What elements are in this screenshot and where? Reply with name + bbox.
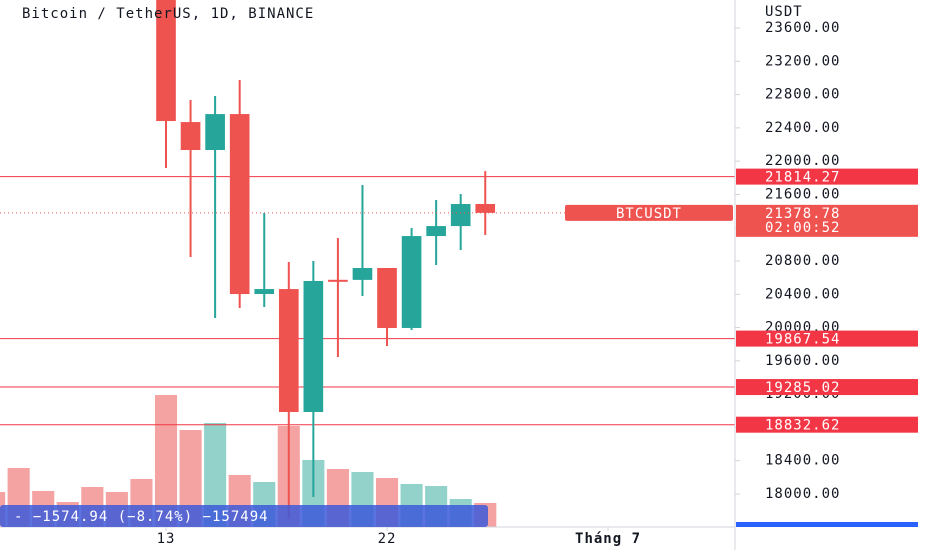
y-tick-label: 22000.00	[765, 153, 840, 169]
chart-title: Bitcoin / TetherUS, 1D, BINANCE	[22, 6, 314, 22]
volume-bar	[179, 430, 202, 527]
level-label: 21814.27	[765, 170, 840, 186]
status-bg	[0, 505, 488, 527]
level-label-bg	[736, 379, 918, 396]
plot-area	[0, 0, 735, 527]
y-tick-label: 19600.00	[765, 353, 840, 369]
countdown: 02:00:52	[765, 220, 840, 236]
x-tick-label: Tháng 7	[575, 531, 641, 547]
candle-body	[180, 122, 201, 151]
y-tick-label: 21600.00	[765, 186, 840, 202]
last-price-label: 21378.78	[765, 206, 840, 222]
y-tick-label: 23200.00	[765, 53, 840, 69]
candle-body	[303, 280, 324, 413]
level-label: 18832.62	[765, 418, 840, 434]
volume-bar	[154, 395, 178, 527]
volume-bar	[204, 423, 227, 527]
level-label-bg	[736, 330, 918, 347]
candle-body	[278, 289, 299, 413]
last-price-bg	[736, 204, 918, 237]
x-tick-label: 13	[157, 531, 176, 547]
candle-body	[254, 289, 275, 295]
y-tick-label: 18400.00	[765, 453, 840, 469]
candle-body	[426, 226, 446, 237]
candle-body	[352, 267, 373, 280]
candle-body	[229, 114, 250, 295]
x-tick-label: 22	[378, 531, 397, 547]
price-axis-bg	[735, 0, 932, 550]
y-tick-label: 20800.00	[765, 253, 840, 269]
y-tick-label: 22800.00	[765, 87, 840, 103]
candle-body	[401, 236, 422, 328]
symbol-label-bg	[565, 204, 733, 221]
candle-body	[377, 267, 397, 328]
candle-body	[156, 0, 176, 122]
level-label-bg	[736, 416, 918, 433]
candle-body	[328, 279, 348, 282]
y-tick-label: 18000.00	[765, 486, 840, 502]
symbol-label: BTCUSDT	[616, 206, 682, 222]
candle-body	[205, 114, 225, 151]
axis-highlight	[736, 522, 918, 527]
level-label: 19867.54	[765, 332, 840, 348]
level-label-bg	[736, 168, 918, 185]
status-text: - −1574.94 (−8.74%) −157494	[14, 509, 269, 525]
level-label: 19285.02	[765, 380, 840, 396]
y-tick-label: 23600.00	[765, 20, 840, 36]
y-tick-label: 20400.00	[765, 286, 840, 302]
candle-body	[475, 204, 496, 213]
axis-unit: USDT	[765, 4, 803, 20]
candle-body	[450, 204, 471, 227]
y-tick-label: 22400.00	[765, 120, 840, 136]
